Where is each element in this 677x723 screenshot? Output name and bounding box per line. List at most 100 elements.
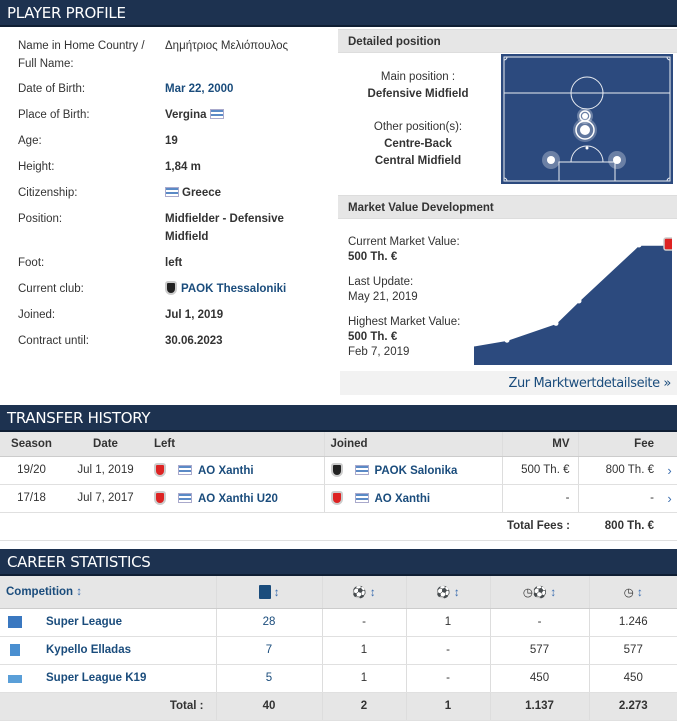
sort-icon[interactable]: ↕: [453, 586, 460, 599]
table-row[interactable]: Super League K19 5 1 - 450 450: [0, 664, 677, 693]
profile-label: Date of Birth:: [18, 83, 86, 95]
transfer-fee: 800 Th. €: [577, 456, 662, 485]
market-value-chart[interactable]: [474, 231, 672, 365]
col-minutes[interactable]: ◷ ↕: [588, 576, 677, 609]
last-update-label: Last Update:: [348, 276, 414, 288]
market-value-point: [504, 337, 510, 343]
market-value-line: [474, 244, 672, 347]
market-value-detail-link[interactable]: Zur Marktwertdetailseite »: [508, 376, 671, 391]
paok-crest-icon: [330, 463, 343, 477]
market-value-header: Market Value Development: [338, 195, 677, 219]
col-goals[interactable]: ⚽ ↕: [321, 576, 406, 609]
apps-link[interactable]: 5: [265, 672, 273, 684]
col-left: Left: [148, 432, 324, 457]
transfer-table-header: Season Date Left Joined MV Fee: [0, 432, 677, 457]
xanthi-crest-icon: [330, 491, 343, 505]
main-position-value: Defensive Midfield: [367, 88, 469, 100]
highest-mv-label: Highest Market Value:: [348, 316, 461, 328]
joined-club-link[interactable]: AO Xanthi: [374, 493, 431, 505]
club-text: PAOK Thessaloniki: [181, 283, 287, 295]
dob-link[interactable]: Mar 22, 2000: [165, 83, 234, 95]
left-club-link[interactable]: AO Xanthi: [198, 465, 254, 477]
profile-label: Age:: [18, 135, 42, 147]
total-fees-label: Total Fees :: [0, 512, 578, 541]
sort-icon[interactable]: ↕: [637, 586, 643, 599]
profile-value: Jul 1, 2019: [165, 309, 224, 321]
other-position-value: Centre-Back: [384, 138, 452, 150]
transfer-joined-cell: AO Xanthi: [323, 484, 502, 513]
greece-flag-icon: [209, 109, 224, 119]
apps-link[interactable]: 7: [265, 644, 273, 656]
total-assists: 1: [405, 692, 490, 721]
col-joined: Joined: [323, 432, 502, 457]
birthplace-text: Vergina: [165, 109, 207, 121]
position-text: Main position : Defensive Midfield Other…: [338, 69, 498, 170]
current-club-link[interactable]: PAOK Thessaloniki: [165, 280, 325, 298]
career-stats-header: CAREER STATISTICS: [0, 549, 677, 576]
joined-club-link[interactable]: PAOK Salonika: [374, 465, 458, 477]
col-assists[interactable]: ⚽ ↕: [405, 576, 490, 609]
greece-flag-icon: [178, 465, 192, 475]
greece-flag-icon: [354, 493, 369, 503]
profile-value: 30.06.2023: [165, 335, 223, 347]
profile-value: 19: [165, 135, 178, 147]
min-per-goal-cell: 450: [489, 664, 589, 693]
highest-mv-value: 500 Th. €: [348, 331, 398, 343]
profile-label: Joined:: [18, 309, 56, 321]
chevron-right-icon[interactable]: ›: [667, 462, 672, 478]
col-appearances[interactable]: ↕: [215, 576, 322, 609]
total-goals: 2: [321, 692, 406, 721]
min-per-goal-cell: 577: [489, 636, 589, 665]
current-mv-value: 500 Th. €: [348, 251, 398, 263]
pitch-diagram: [501, 54, 673, 184]
last-update-value: May 21, 2019: [348, 291, 418, 303]
total-min-per-goal: 1.137: [489, 692, 589, 721]
sort-icon[interactable]: ↕: [550, 586, 557, 599]
goals-cell: -: [321, 608, 406, 637]
sort-icon[interactable]: ↕: [369, 586, 376, 599]
transfer-fee: -: [577, 484, 662, 513]
transfer-season: 17/18: [0, 484, 63, 513]
profile-value: Δημήτριος Μελιόπουλος: [165, 40, 289, 52]
apps-link[interactable]: 28: [262, 616, 276, 628]
market-value-area: [474, 245, 672, 365]
col-competition[interactable]: Competition ↕: [0, 576, 216, 609]
other-position-value: Central Midfield: [374, 155, 462, 167]
club-crest-marker: [663, 237, 672, 251]
assists-cell: -: [405, 664, 490, 693]
profile-side-panel: Detailed position Main position : Defens…: [338, 29, 677, 395]
transfer-left-cell: AO Xanthi: [148, 456, 324, 485]
minutes-cell: 577: [588, 636, 677, 665]
minutes-cell: 450: [588, 664, 677, 693]
transfer-season: 19/20: [0, 456, 63, 485]
goals-cell: 1: [321, 636, 406, 665]
career-table-header: Competition ↕ ↕ ⚽ ↕ ⚽ ↕ ◷⚽ ↕ ◷ ↕: [0, 576, 677, 609]
chevron-right-icon[interactable]: ›: [667, 490, 672, 506]
transfer-mv: -: [501, 484, 578, 513]
left-club-link[interactable]: AO Xanthi U20: [198, 493, 278, 505]
table-row[interactable]: Super League 28 - 1 - 1.246: [0, 608, 677, 637]
assist-ball-icon: ⚽: [436, 586, 451, 599]
current-mv-label: Current Market Value:: [348, 236, 460, 248]
table-row[interactable]: 19/20 Jul 1, 2019 AO Xanthi PAOK Salonik…: [0, 456, 677, 485]
competition-link[interactable]: Kypello Elladas: [46, 644, 132, 656]
highest-mv-date: Feb 7, 2019: [348, 346, 410, 358]
sort-icon[interactable]: ↕: [76, 585, 83, 598]
table-row[interactable]: Kypello Elladas 7 1 - 577 577: [0, 636, 677, 665]
table-row[interactable]: 17/18 Jul 7, 2017 AO Xanthi U20 AO Xanth…: [0, 484, 677, 513]
citizenship-text: Greece: [182, 187, 222, 199]
profile-value: left: [165, 257, 183, 269]
competition-link[interactable]: Super League K19: [46, 672, 147, 684]
detailed-position-box: Detailed position Main position : Defens…: [338, 29, 677, 195]
col-minutes-per-goal[interactable]: ◷⚽ ↕: [489, 576, 589, 609]
profile-info: Name in Home Country / Full Name: Δημήτρ…: [0, 29, 335, 395]
sort-icon[interactable]: ↕: [273, 586, 280, 599]
greece-flag-icon: [178, 493, 192, 503]
market-value-point: [576, 298, 582, 304]
competition-link[interactable]: Super League: [46, 616, 123, 628]
transfer-table: Season Date Left Joined MV Fee 19/20 Jul…: [0, 432, 677, 541]
profile-value: Midfielder - Defensive Midfield: [165, 213, 284, 243]
main-position-label: Main position :: [380, 71, 456, 83]
lineup-icon: [258, 584, 271, 599]
profile-label: Citizenship:: [18, 187, 78, 199]
